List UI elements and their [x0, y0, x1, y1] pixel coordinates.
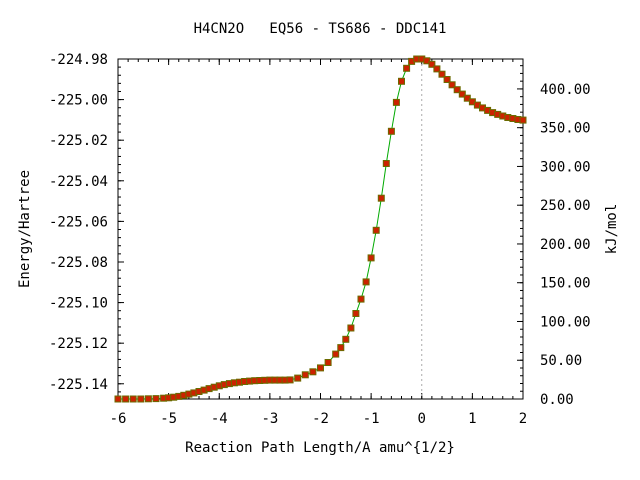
- data-point: [301, 371, 309, 379]
- data-point: [387, 127, 395, 135]
- data-point: [377, 194, 385, 202]
- y-tick-label: -225.14: [49, 377, 108, 393]
- y-tick-label: -225.12: [49, 336, 108, 352]
- energy-line: [118, 58, 524, 400]
- x-tick-label: -3: [261, 411, 278, 427]
- data-point: [463, 94, 471, 102]
- data-point: [519, 116, 527, 124]
- data-point: [372, 226, 380, 234]
- y-tick-label: -225.04: [49, 174, 108, 190]
- data-point: [458, 90, 466, 98]
- y2-tick-label: 50.00: [540, 353, 582, 369]
- x-tick-label: -6: [110, 411, 127, 427]
- data-point: [453, 86, 461, 94]
- data-point: [428, 60, 436, 68]
- x-tick-label: 2: [519, 411, 527, 427]
- y-tick-label: -225.00: [49, 93, 108, 109]
- plot-frame: [117, 58, 524, 400]
- data-point: [114, 395, 122, 403]
- data-point: [294, 374, 302, 382]
- chart-title: H4CN2O EQ56 - TS686 - DDC141: [194, 21, 447, 37]
- y2-axis-label: kJ/mol: [604, 204, 620, 255]
- x-tick-label: -5: [160, 411, 177, 427]
- y-axis-label: Energy/Hartree: [17, 170, 33, 288]
- data-point: [337, 344, 345, 352]
- data-point: [398, 77, 405, 85]
- axis-ticks: -6 -5 -4 -3 -2 -1 0 1 2 -224.98 -225.00 -225.02 -225…: [49, 52, 591, 427]
- data-point: [144, 395, 152, 403]
- data-point: [122, 395, 130, 403]
- y-tick-label: -224.98: [49, 52, 108, 68]
- x-tick-label: 1: [468, 411, 476, 427]
- y2-tick-label: 0.00: [540, 392, 574, 408]
- data-point: [324, 359, 332, 366]
- x-tick-label: -4: [211, 411, 228, 427]
- y2-tick-label: 350.00: [540, 121, 591, 137]
- y2-tick-label: 150.00: [540, 276, 591, 292]
- data-point: [309, 368, 317, 376]
- data-point: [392, 98, 400, 106]
- y-tick-label: -225.10: [49, 296, 108, 312]
- data-point: [423, 57, 431, 65]
- data-point: [347, 324, 355, 332]
- data-point: [317, 364, 324, 372]
- y-tick-label: -225.08: [49, 255, 108, 271]
- data-point: [438, 70, 446, 78]
- x-tick-label: -2: [312, 411, 329, 427]
- data-point: [433, 65, 441, 73]
- data-point: [152, 395, 160, 403]
- x-tick-label: -1: [363, 411, 380, 427]
- data-point: [129, 395, 137, 403]
- data-point: [357, 295, 365, 303]
- data-point: [286, 376, 294, 384]
- x-tick-label: 0: [418, 411, 426, 427]
- y-tick-label: -225.06: [49, 214, 108, 230]
- data-point: [342, 335, 350, 343]
- data-point: [362, 278, 370, 286]
- data-point: [382, 160, 390, 167]
- energy-series: [114, 55, 527, 403]
- data-point: [443, 76, 451, 83]
- y2-tick-label: 100.00: [540, 314, 591, 330]
- y2-tick-label: 300.00: [540, 159, 591, 175]
- data-point: [352, 310, 360, 317]
- data-point: [403, 64, 411, 72]
- data-point: [332, 350, 340, 358]
- data-point: [448, 81, 456, 89]
- y-tick-label: -225.02: [49, 133, 108, 149]
- y2-tick-label: 250.00: [540, 198, 591, 214]
- data-point: [367, 254, 375, 262]
- x-axis-label: Reaction Path Length/A amu^{1/2}: [185, 440, 455, 456]
- data-point: [137, 395, 145, 403]
- y2-tick-label: 400.00: [540, 82, 591, 98]
- y2-tick-label: 200.00: [540, 237, 591, 253]
